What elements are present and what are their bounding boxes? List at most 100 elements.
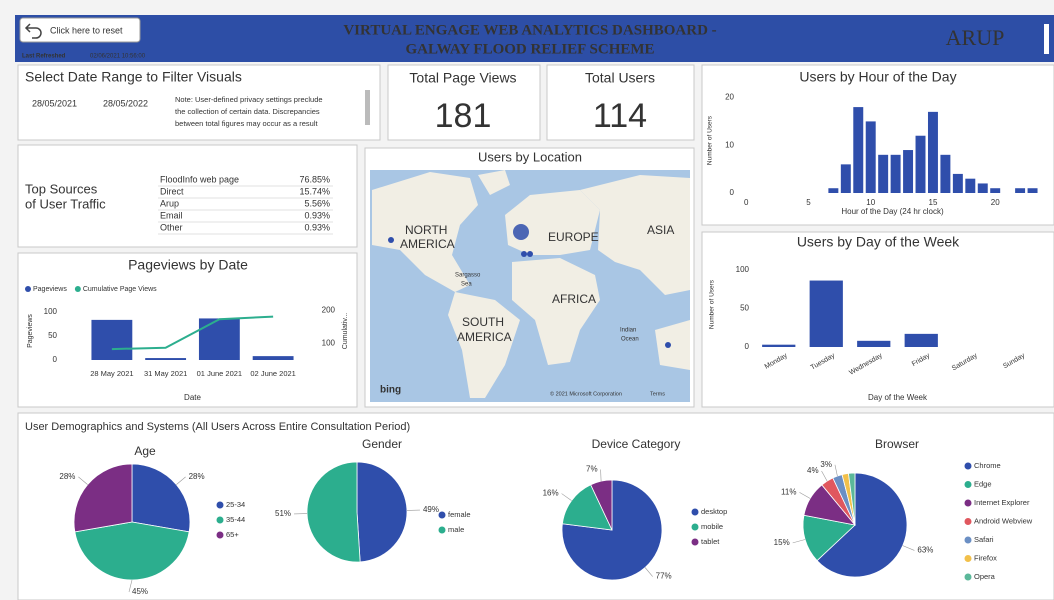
bar xyxy=(857,340,891,347)
bar xyxy=(977,183,988,193)
y-tick-label: 10 xyxy=(725,140,734,149)
x-tick-label: 28 May 2021 xyxy=(90,369,133,378)
legend-swatch xyxy=(691,523,699,531)
map-label: ASIA xyxy=(647,223,674,237)
data-label: 28% xyxy=(59,472,75,481)
legend-label: male xyxy=(448,525,464,534)
source-share: 0.93% xyxy=(304,210,330,220)
header-title: VIRTUAL ENGAGE WEB ANALYTICS DASHBOARD - xyxy=(343,22,716,38)
source-share: 5.56% xyxy=(304,198,330,208)
kpi-value: 181 xyxy=(435,97,492,135)
legend-swatch xyxy=(964,481,972,488)
reset-label: Click here to reset xyxy=(50,25,123,35)
y-tick-label: 0 xyxy=(730,188,735,197)
land xyxy=(505,190,600,255)
legend-label: 25-34 xyxy=(226,500,245,509)
legend-label: Opera xyxy=(974,572,996,581)
bar xyxy=(762,344,796,347)
y-axis-label: Number of Users xyxy=(709,279,716,329)
data-label: 3% xyxy=(820,460,832,469)
legend-swatch xyxy=(691,508,699,516)
panel-title: Select Date Range to Filter Visuals xyxy=(25,69,242,85)
brand: ARUP xyxy=(946,25,1005,50)
traffic-title: of User Traffic xyxy=(25,196,106,211)
map-dot xyxy=(521,251,527,257)
leader-line xyxy=(128,579,133,593)
bar xyxy=(252,356,294,360)
map-label: EUROPE xyxy=(548,230,599,244)
kpi-value: 114 xyxy=(593,97,647,135)
legend-label: desktop xyxy=(701,507,727,516)
data-label: 11% xyxy=(781,488,796,497)
y-tick-label: 0 xyxy=(53,355,58,364)
map-dot xyxy=(665,342,671,348)
date-panel xyxy=(17,64,381,141)
y-tick-label: 100 xyxy=(44,307,58,316)
source-name: Other xyxy=(160,222,183,232)
x-tick-label: 10 xyxy=(866,198,875,207)
chart-title: Gender xyxy=(362,437,402,451)
legend-label: Android Webview xyxy=(974,516,1033,525)
land xyxy=(512,258,600,365)
bar xyxy=(940,154,951,193)
reset-button[interactable] xyxy=(19,17,141,43)
data-label: 7% xyxy=(586,465,598,474)
land xyxy=(448,292,520,398)
bar xyxy=(91,319,133,360)
source-name: Email xyxy=(160,210,183,220)
pie-slice xyxy=(131,463,191,533)
bar xyxy=(903,150,914,193)
pie-slice xyxy=(848,472,856,526)
legend-swatch xyxy=(964,555,972,562)
date-end: 28/05/2022 xyxy=(103,98,148,108)
x-tick-label: 02 June 2021 xyxy=(250,369,295,378)
traffic-title: Top Sources xyxy=(25,181,98,196)
pie-slice xyxy=(356,461,408,563)
pie-slice xyxy=(561,479,663,581)
map-label: Ocean xyxy=(621,337,639,343)
x-tick-label: 01 June 2021 xyxy=(197,369,242,378)
bar xyxy=(927,111,938,193)
legend-label: Pageviews xyxy=(33,286,67,293)
panel-title: User Demographics and Systems (All Users… xyxy=(25,421,410,433)
header-marker xyxy=(1044,24,1049,54)
pie-slice xyxy=(73,463,133,533)
map-dot xyxy=(513,224,529,240)
map-label: Sargasso xyxy=(455,273,481,279)
kpi-label: Total Page Views xyxy=(409,70,516,86)
legend-label: 35-44 xyxy=(226,515,245,524)
map-terms: Terms xyxy=(650,391,665,397)
data-label: 28% xyxy=(189,472,205,481)
bar xyxy=(878,154,889,193)
privacy-note: the collection of certain data. Discrepa… xyxy=(175,107,320,116)
legend-swatch xyxy=(691,538,699,546)
y-tick-label: 0 xyxy=(745,342,750,351)
x-axis-label: Date xyxy=(184,393,201,402)
map-logo: bing xyxy=(380,385,401,396)
header-title: GALWAY FLOOD RELIEF SCHEME xyxy=(405,41,654,57)
leader-line xyxy=(561,493,572,501)
legend-label: Firefox xyxy=(974,553,997,562)
scrollbar xyxy=(365,90,370,125)
legend-label: Edge xyxy=(974,479,992,488)
panel-title: Users by Location xyxy=(478,149,582,164)
legend-label: Internet Explorer xyxy=(974,498,1030,507)
map-label: NORTH xyxy=(405,223,447,237)
x-tick-label: 31 May 2021 xyxy=(144,369,187,378)
bar xyxy=(952,173,963,193)
legend-label: mobile xyxy=(701,522,723,531)
leader-line xyxy=(78,476,88,485)
bar xyxy=(853,107,864,193)
map-label: AFRICA xyxy=(552,292,596,306)
bar xyxy=(915,135,926,193)
map xyxy=(370,170,690,402)
y-axis-label: Pageviews xyxy=(27,314,34,348)
map-label: Indian xyxy=(620,328,636,334)
legend-label: 65+ xyxy=(226,530,239,539)
kpi-panel xyxy=(387,64,541,141)
data-label: 45% xyxy=(132,587,148,596)
pie-slice xyxy=(816,472,908,578)
x-axis-label: Day of the Week xyxy=(868,393,928,402)
kpi-panel xyxy=(546,64,695,141)
map-dot xyxy=(388,237,394,243)
